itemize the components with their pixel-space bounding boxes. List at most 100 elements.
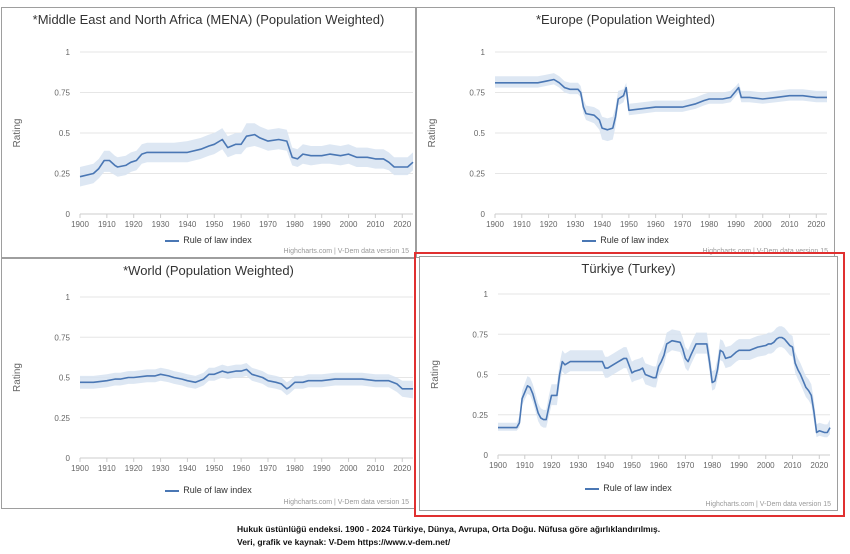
legend-label: Rule of law index	[603, 483, 672, 493]
y-tick-label: 0.25	[469, 170, 485, 179]
legend-label: Rule of law index	[183, 485, 252, 495]
x-tick-label: 1960	[650, 461, 668, 470]
chart-credit[interactable]: Highcharts.com | V-Dem data version 15	[283, 248, 409, 255]
y-tick-label: 1	[66, 293, 71, 302]
x-tick-label: 2000	[757, 461, 775, 470]
x-tick-label: 1970	[259, 220, 277, 229]
x-tick-label: 1900	[71, 464, 89, 473]
x-tick-label: 1910	[98, 464, 116, 473]
y-tick-label: 0.75	[469, 89, 485, 98]
caption-line-2: Veri, grafik ve kaynak: V-Dem https://ww…	[237, 537, 451, 547]
x-tick-label: 2000	[340, 220, 358, 229]
chart-title: *Europe (Population Weighted)	[536, 12, 715, 27]
y-tick-label: 0.5	[59, 374, 71, 383]
legend-line-icon	[165, 239, 180, 242]
x-tick-label: 1980	[286, 464, 304, 473]
y-tick-label: 1	[484, 290, 489, 299]
legend-item[interactable]: Rule of law index	[2, 485, 415, 495]
x-tick-label: 1950	[623, 461, 641, 470]
y-tick-label: 1	[66, 48, 71, 57]
legend-item[interactable]: Rule of law index	[417, 235, 834, 245]
x-tick-label: 2000	[340, 464, 358, 473]
x-tick-label: 2010	[781, 220, 799, 229]
x-tick-label: 2020	[810, 461, 828, 470]
x-tick-label: 1920	[543, 461, 561, 470]
y-tick-label: 0	[484, 451, 489, 460]
x-tick-label: 1920	[125, 220, 143, 229]
x-tick-label: 2020	[393, 220, 411, 229]
y-tick-label: 0	[66, 210, 71, 219]
chart-credit[interactable]: Highcharts.com | V-Dem data version 15	[702, 248, 828, 255]
y-axis-title: Rating	[12, 363, 23, 392]
x-tick-label: 1970	[259, 464, 277, 473]
caption-line-1: Hukuk üstünlüğü endeksi. 1900 - 2024 Tür…	[237, 524, 661, 534]
x-tick-label: 1940	[179, 220, 197, 229]
x-tick-label: 1900	[489, 461, 507, 470]
x-tick-label: 1900	[71, 220, 89, 229]
chart-svg: 0 0.25 0.5 0.75 1 1900 1910 1920 1930 1940 1950 196…	[12, 48, 414, 229]
x-tick-label: 1910	[513, 220, 531, 229]
x-tick-label: 1990	[313, 464, 331, 473]
chart-svg: 0 0.25 0.5 0.75 1 1900 1910 1920 1930 1940 1950 196…	[427, 48, 827, 229]
legend-line-icon	[585, 487, 600, 490]
x-tick-label: 2010	[367, 220, 385, 229]
y-tick-label: 1	[481, 48, 486, 57]
chart-title: *Middle East and North Africa (MENA) (Po…	[32, 12, 385, 27]
y-tick-label: 0	[481, 210, 486, 219]
x-tick-label: 1920	[540, 220, 558, 229]
y-tick-label: 0.5	[59, 129, 71, 138]
y-tick-label: 0.75	[54, 333, 70, 342]
x-tick-label: 1980	[700, 220, 718, 229]
x-tick-label: 2020	[393, 464, 411, 473]
x-tick-label: 1950	[620, 220, 638, 229]
chart-panel-mena: *Middle East and North Africa (MENA) (Po…	[1, 7, 416, 258]
y-axis-title: Rating	[427, 119, 438, 148]
x-tick-label: 2000	[754, 220, 772, 229]
x-tick-label: 1980	[703, 461, 721, 470]
y-tick-label: 0.75	[472, 330, 488, 339]
x-tick-label: 1950	[205, 220, 223, 229]
figure-caption: Hukuk üstünlüğü endeksi. 1900 - 2024 Tür…	[237, 523, 660, 549]
x-tick-label: 1940	[596, 461, 614, 470]
y-tick-label: 0.75	[54, 89, 70, 98]
x-tick-label: 2010	[367, 464, 385, 473]
chart-panel-europe: *Europe (Population Weighted) 0 0.25 0.5 0.…	[416, 7, 835, 258]
series-line-rule-of-law[interactable]	[495, 78, 827, 131]
x-tick-label: 1920	[125, 464, 143, 473]
highlight-frame	[414, 252, 845, 517]
legend-label: Rule of law index	[600, 235, 669, 245]
legend-item[interactable]: Rule of law index	[420, 483, 837, 493]
chart-svg: 0 0.25 0.5 0.75 1 1900 1910 1920 1930 1940 1950 196…	[12, 293, 413, 473]
x-tick-label: 1930	[566, 220, 584, 229]
chart-title: *World (Population Weighted)	[123, 263, 294, 278]
legend-item[interactable]: Rule of law index	[2, 235, 415, 245]
y-tick-label: 0.5	[474, 129, 486, 138]
y-tick-label: 0.25	[54, 414, 70, 423]
confidence-band	[80, 363, 413, 399]
x-tick-label: 1950	[205, 464, 223, 473]
x-tick-label: 2010	[784, 461, 802, 470]
x-tick-label: 1910	[516, 461, 534, 470]
series-line-rule-of-law[interactable]	[80, 368, 413, 390]
chart-panel-turkey: Türkiye (Turkey) 0 0.25 0.5 0.75 1 1900 1910 19…	[419, 256, 838, 511]
chart-credit[interactable]: Highcharts.com | V-Dem data version 15	[283, 499, 409, 506]
legend-line-icon	[582, 239, 597, 242]
chart-title: Türkiye (Turkey)	[581, 261, 676, 276]
x-tick-label: 1940	[593, 220, 611, 229]
y-axis-title: Rating	[430, 360, 441, 389]
x-tick-label: 1990	[730, 461, 748, 470]
x-tick-label: 1930	[152, 464, 170, 473]
legend-line-icon	[165, 489, 180, 492]
chart-credit[interactable]: Highcharts.com | V-Dem data version 15	[705, 501, 831, 508]
y-tick-label: 0	[66, 454, 71, 463]
y-tick-label: 0.25	[54, 170, 70, 179]
series-line-rule-of-law[interactable]	[79, 133, 414, 178]
x-tick-label: 1990	[727, 220, 745, 229]
y-tick-label: 0.5	[477, 371, 489, 380]
series-line-rule-of-law[interactable]	[498, 336, 831, 434]
x-tick-label: 1970	[674, 220, 692, 229]
y-axis-title: Rating	[12, 119, 23, 148]
x-tick-label: 1980	[286, 220, 304, 229]
confidence-band	[498, 326, 830, 438]
x-tick-label: 1990	[313, 220, 331, 229]
